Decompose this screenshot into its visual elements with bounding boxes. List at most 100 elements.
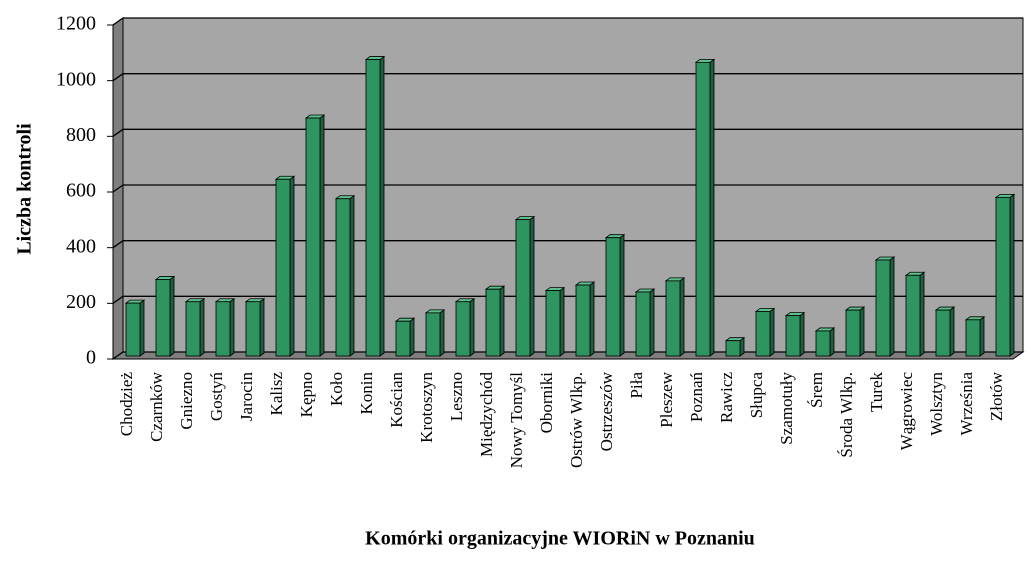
grid-line xyxy=(112,351,1023,360)
bar-front xyxy=(845,309,861,357)
bar xyxy=(364,55,386,357)
bar xyxy=(814,327,836,357)
bar-front xyxy=(755,311,771,357)
bar-front xyxy=(125,302,141,357)
x-tick-label: Kościan xyxy=(387,372,406,428)
x-tick-label: Wągrowiec xyxy=(897,372,916,451)
bar xyxy=(424,309,446,357)
y-tick-label: 800 xyxy=(66,124,96,146)
bar-side xyxy=(199,297,205,357)
bar xyxy=(844,306,866,357)
x-tick-label: Jarocin xyxy=(237,372,256,422)
bar xyxy=(514,215,536,357)
bar-side xyxy=(649,288,655,357)
bar-side xyxy=(949,306,955,357)
y-tick-label: 1200 xyxy=(56,13,96,35)
x-tick-label: Śrem xyxy=(807,372,826,408)
bar xyxy=(304,114,326,357)
x-tick-label: Piła xyxy=(627,372,646,399)
bar-front xyxy=(245,301,261,357)
x-tick-label: Rawicz xyxy=(717,372,736,423)
bar-side xyxy=(469,297,475,357)
x-tick-label: Międzychód xyxy=(477,372,496,457)
bar-side xyxy=(979,316,985,357)
x-tick-label: Złotów xyxy=(987,371,1006,421)
bar-front xyxy=(935,309,951,357)
x-tick-label: Gostyń xyxy=(207,372,226,422)
bar-side xyxy=(799,311,805,357)
y-axis-title: Liczba kontroli xyxy=(14,123,36,255)
y-tick-label: 400 xyxy=(66,235,96,257)
bar-front xyxy=(575,284,591,357)
bar-front xyxy=(725,340,741,357)
x-tick-label: Konin xyxy=(357,372,376,415)
bar-side xyxy=(499,285,505,357)
bar xyxy=(934,306,956,357)
bar-side xyxy=(589,281,595,357)
bar xyxy=(664,277,686,357)
bar-side xyxy=(349,194,355,357)
x-axis-title: Komórki organizacyjne WIORiN w Poznaniu xyxy=(365,528,755,550)
bar-front xyxy=(485,288,501,357)
bar xyxy=(454,297,476,357)
x-tick-label: Czarnków xyxy=(147,371,166,442)
bar-front xyxy=(155,279,171,357)
bar-front xyxy=(695,61,711,357)
bar-side xyxy=(709,58,715,357)
bar xyxy=(154,275,176,357)
bar-front xyxy=(335,198,351,357)
bar-front xyxy=(455,301,471,357)
bar-front xyxy=(515,219,531,357)
bar-front xyxy=(545,290,561,357)
bar xyxy=(124,299,146,357)
bar xyxy=(904,271,926,357)
grid-line xyxy=(112,240,1023,249)
x-tick-label: Nowy Tomyśl xyxy=(507,372,526,469)
bar xyxy=(994,193,1016,357)
grid-line xyxy=(112,184,1023,193)
x-tick-label: Gniezno xyxy=(177,372,196,430)
x-tick-label: Kalisz xyxy=(267,372,286,416)
bar-side xyxy=(529,215,535,357)
bar-front xyxy=(215,301,231,357)
x-tick-label: Oborniki xyxy=(537,372,556,434)
bar-side xyxy=(889,256,895,357)
bar-side xyxy=(619,233,625,357)
bar-side xyxy=(319,114,325,357)
x-tick-label: Słupca xyxy=(747,372,766,419)
x-tick-label: Wolsztyn xyxy=(927,372,946,436)
bar-front xyxy=(185,301,201,357)
bar xyxy=(214,297,236,357)
x-tick-label: Kępno xyxy=(297,372,316,417)
bar xyxy=(724,336,746,357)
x-tick-label: Krotoszyn xyxy=(417,372,436,443)
bar xyxy=(574,281,596,357)
bar-front xyxy=(785,315,801,357)
bar-front xyxy=(635,291,651,357)
bar-side xyxy=(679,277,685,357)
bar xyxy=(334,194,356,357)
x-tick-label: Chodzież xyxy=(117,372,136,437)
bar xyxy=(394,317,416,357)
bar xyxy=(244,297,266,357)
bar-side xyxy=(289,175,295,357)
grid-line xyxy=(112,295,1023,304)
bar xyxy=(274,175,296,357)
bar xyxy=(874,256,896,357)
x-tick-label: Ostrów Wlkp. xyxy=(567,372,586,468)
grid-line xyxy=(112,17,1023,26)
y-tick-label: 1000 xyxy=(56,68,96,90)
bar-front xyxy=(425,312,441,357)
bar-front xyxy=(395,320,411,357)
bar xyxy=(634,288,656,357)
bar xyxy=(754,307,776,357)
grid-line xyxy=(112,73,1023,82)
bar-side xyxy=(379,55,385,357)
bar-side xyxy=(829,327,835,357)
bar-front xyxy=(995,196,1011,357)
bar xyxy=(544,286,566,357)
x-tick-label: Września xyxy=(957,372,976,436)
bar-side xyxy=(229,297,235,357)
bar xyxy=(484,285,506,357)
